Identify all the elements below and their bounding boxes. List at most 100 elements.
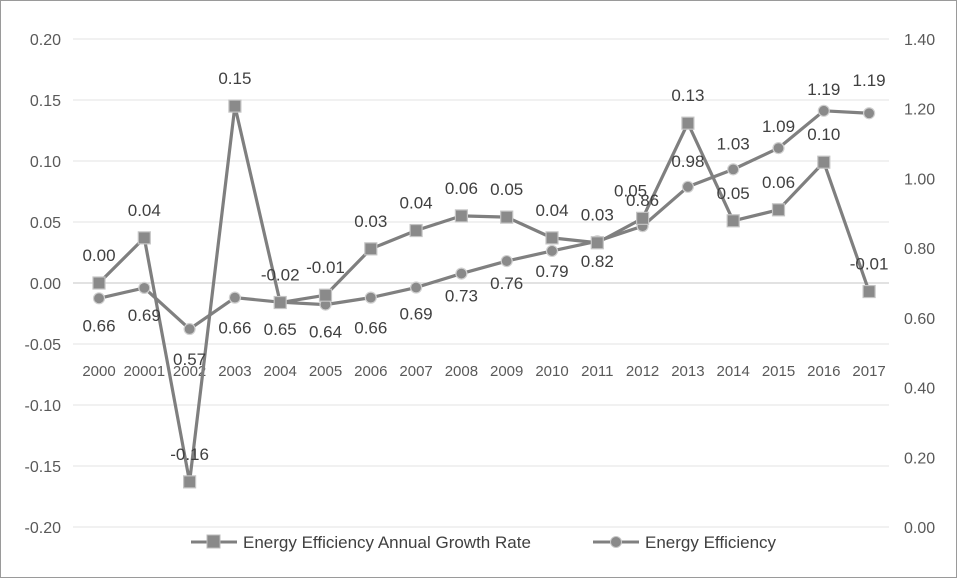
efficiency-data-label: 0.57 [173,350,206,369]
growth-point [92,276,106,290]
right-tick-label: 1.20 [904,102,935,119]
growth-point [862,284,876,299]
efficiency-data-label: 0.66 [218,319,251,338]
efficiency-data-label: 0.65 [264,320,297,339]
growth-data-label: 0.05 [614,181,647,200]
category-label: 2010 [535,363,568,380]
category-label: 2011 [581,363,613,380]
growth-point [500,210,514,224]
growth-data-label: 0.03 [354,212,387,231]
category-label: 2016 [807,363,840,380]
legend-item-growth: Energy Efficiency Annual Growth Rate [191,533,531,552]
left-tick-label: 0.00 [30,276,61,293]
category-label: 20001 [123,363,165,380]
growth-line [97,104,871,484]
category-label: 2006 [354,363,387,380]
efficiency-point [92,292,106,305]
efficiency-data-label: 0.66 [354,319,387,338]
growth-data-label: -0.01 [306,258,345,277]
category-label: 2013 [671,363,704,380]
legend-growth-square-icon [206,534,221,549]
category-label: 2005 [309,363,342,380]
efficiency-data-label: 0.79 [535,262,568,281]
category-label: 2008 [445,363,478,380]
efficiency-point [410,281,423,294]
efficiency-point [681,180,695,193]
growth-point [318,288,333,302]
category-label: 2014 [717,363,750,380]
efficiency-data-label: 0.98 [671,152,704,171]
growth-data-label: 0.04 [128,201,161,220]
efficiency-point [817,104,830,117]
growth-data-label: -0.16 [170,445,209,464]
efficiency-data-label: 0.69 [128,306,161,325]
efficiency-data-label: 0.73 [445,287,478,306]
left-tick-label: 0.05 [30,215,61,232]
efficiency-data-label: 0.82 [581,252,614,271]
right-tick-label: 0.20 [904,450,935,467]
growth-data-label: 0.06 [445,179,478,198]
right-tick-label: 0.40 [904,381,935,398]
category-label: 2002 [173,363,206,380]
growth-point [137,231,151,245]
left-tick-label: 0.15 [30,93,61,110]
growth-data-label: 0.05 [717,184,750,203]
efficiency-point [228,291,241,304]
growth-data-label: -0.02 [261,266,300,285]
category-label: 2015 [762,363,795,380]
efficiency-point [138,281,151,294]
category-label: 2009 [490,363,523,380]
category-label: 2003 [218,363,251,380]
legend-efficiency-circle-icon [610,536,622,548]
right-tick-label: 0.60 [904,311,935,328]
growth-data-label: 0.10 [807,125,840,144]
growth-data-label: 0.04 [535,201,568,220]
category-label: 2000 [82,363,115,380]
growth-point [771,203,786,217]
category-label: 2012 [626,363,659,380]
right-axis-ticks: 1.40 1.20 1.00 0.80 0.60 0.40 0.20 0.00 [904,32,935,537]
growth-data-label: 0.05 [490,180,523,199]
efficiency-point [862,107,876,120]
efficiency-data-label: 0.86 [626,191,659,210]
efficiency-point [455,267,468,280]
category-label: 2004 [264,363,297,380]
category-label: 2007 [399,363,432,380]
efficiency-point [364,291,377,304]
growth-data-label: 0.06 [762,173,795,192]
left-tick-label: -0.05 [25,337,62,354]
efficiency-data-label: 0.76 [490,274,523,293]
efficiency-data-label: 0.69 [400,305,433,324]
left-tick-label: -0.15 [25,459,62,476]
growth-data-label: 0.15 [218,69,251,88]
efficiency-data-label: 1.09 [762,117,795,136]
growth-point [590,236,604,250]
growth-point [545,231,559,245]
right-tick-label: 0.80 [904,241,935,258]
efficiency-data-label: 0.64 [309,323,342,342]
legend-growth-label: Energy Efficiency Annual Growth Rate [243,533,531,552]
right-tick-label: 1.00 [904,171,935,188]
growth-point [364,242,378,256]
growth-data-label: 0.13 [671,86,704,105]
growth-data-label: 0.04 [400,194,433,213]
left-axis-ticks: 0.20 0.15 0.10 0.05 0.00 -0.05 -0.10 -0.15 -0.20 [25,32,62,537]
efficiency-point [545,244,559,258]
legend: Energy Efficiency Annual Growth Rate Ene… [191,533,777,552]
efficiency-data-label: 1.03 [717,134,750,153]
efficiency-data-label: 0.66 [82,316,115,335]
efficiency-line [98,109,870,331]
growth-data-label: 0.00 [82,246,115,265]
left-tick-label: -0.20 [25,520,62,537]
right-tick-label: 1.40 [904,32,935,49]
efficiency-point [183,322,196,336]
growth-point [726,214,740,228]
growth-point [228,99,242,113]
efficiency-data-label: 1.19 [807,80,840,99]
series-growth-rate [92,99,876,489]
right-tick-label: 0.00 [904,520,935,537]
left-tick-label: 0.20 [30,32,61,49]
growth-data-label: 0.03 [581,206,614,225]
